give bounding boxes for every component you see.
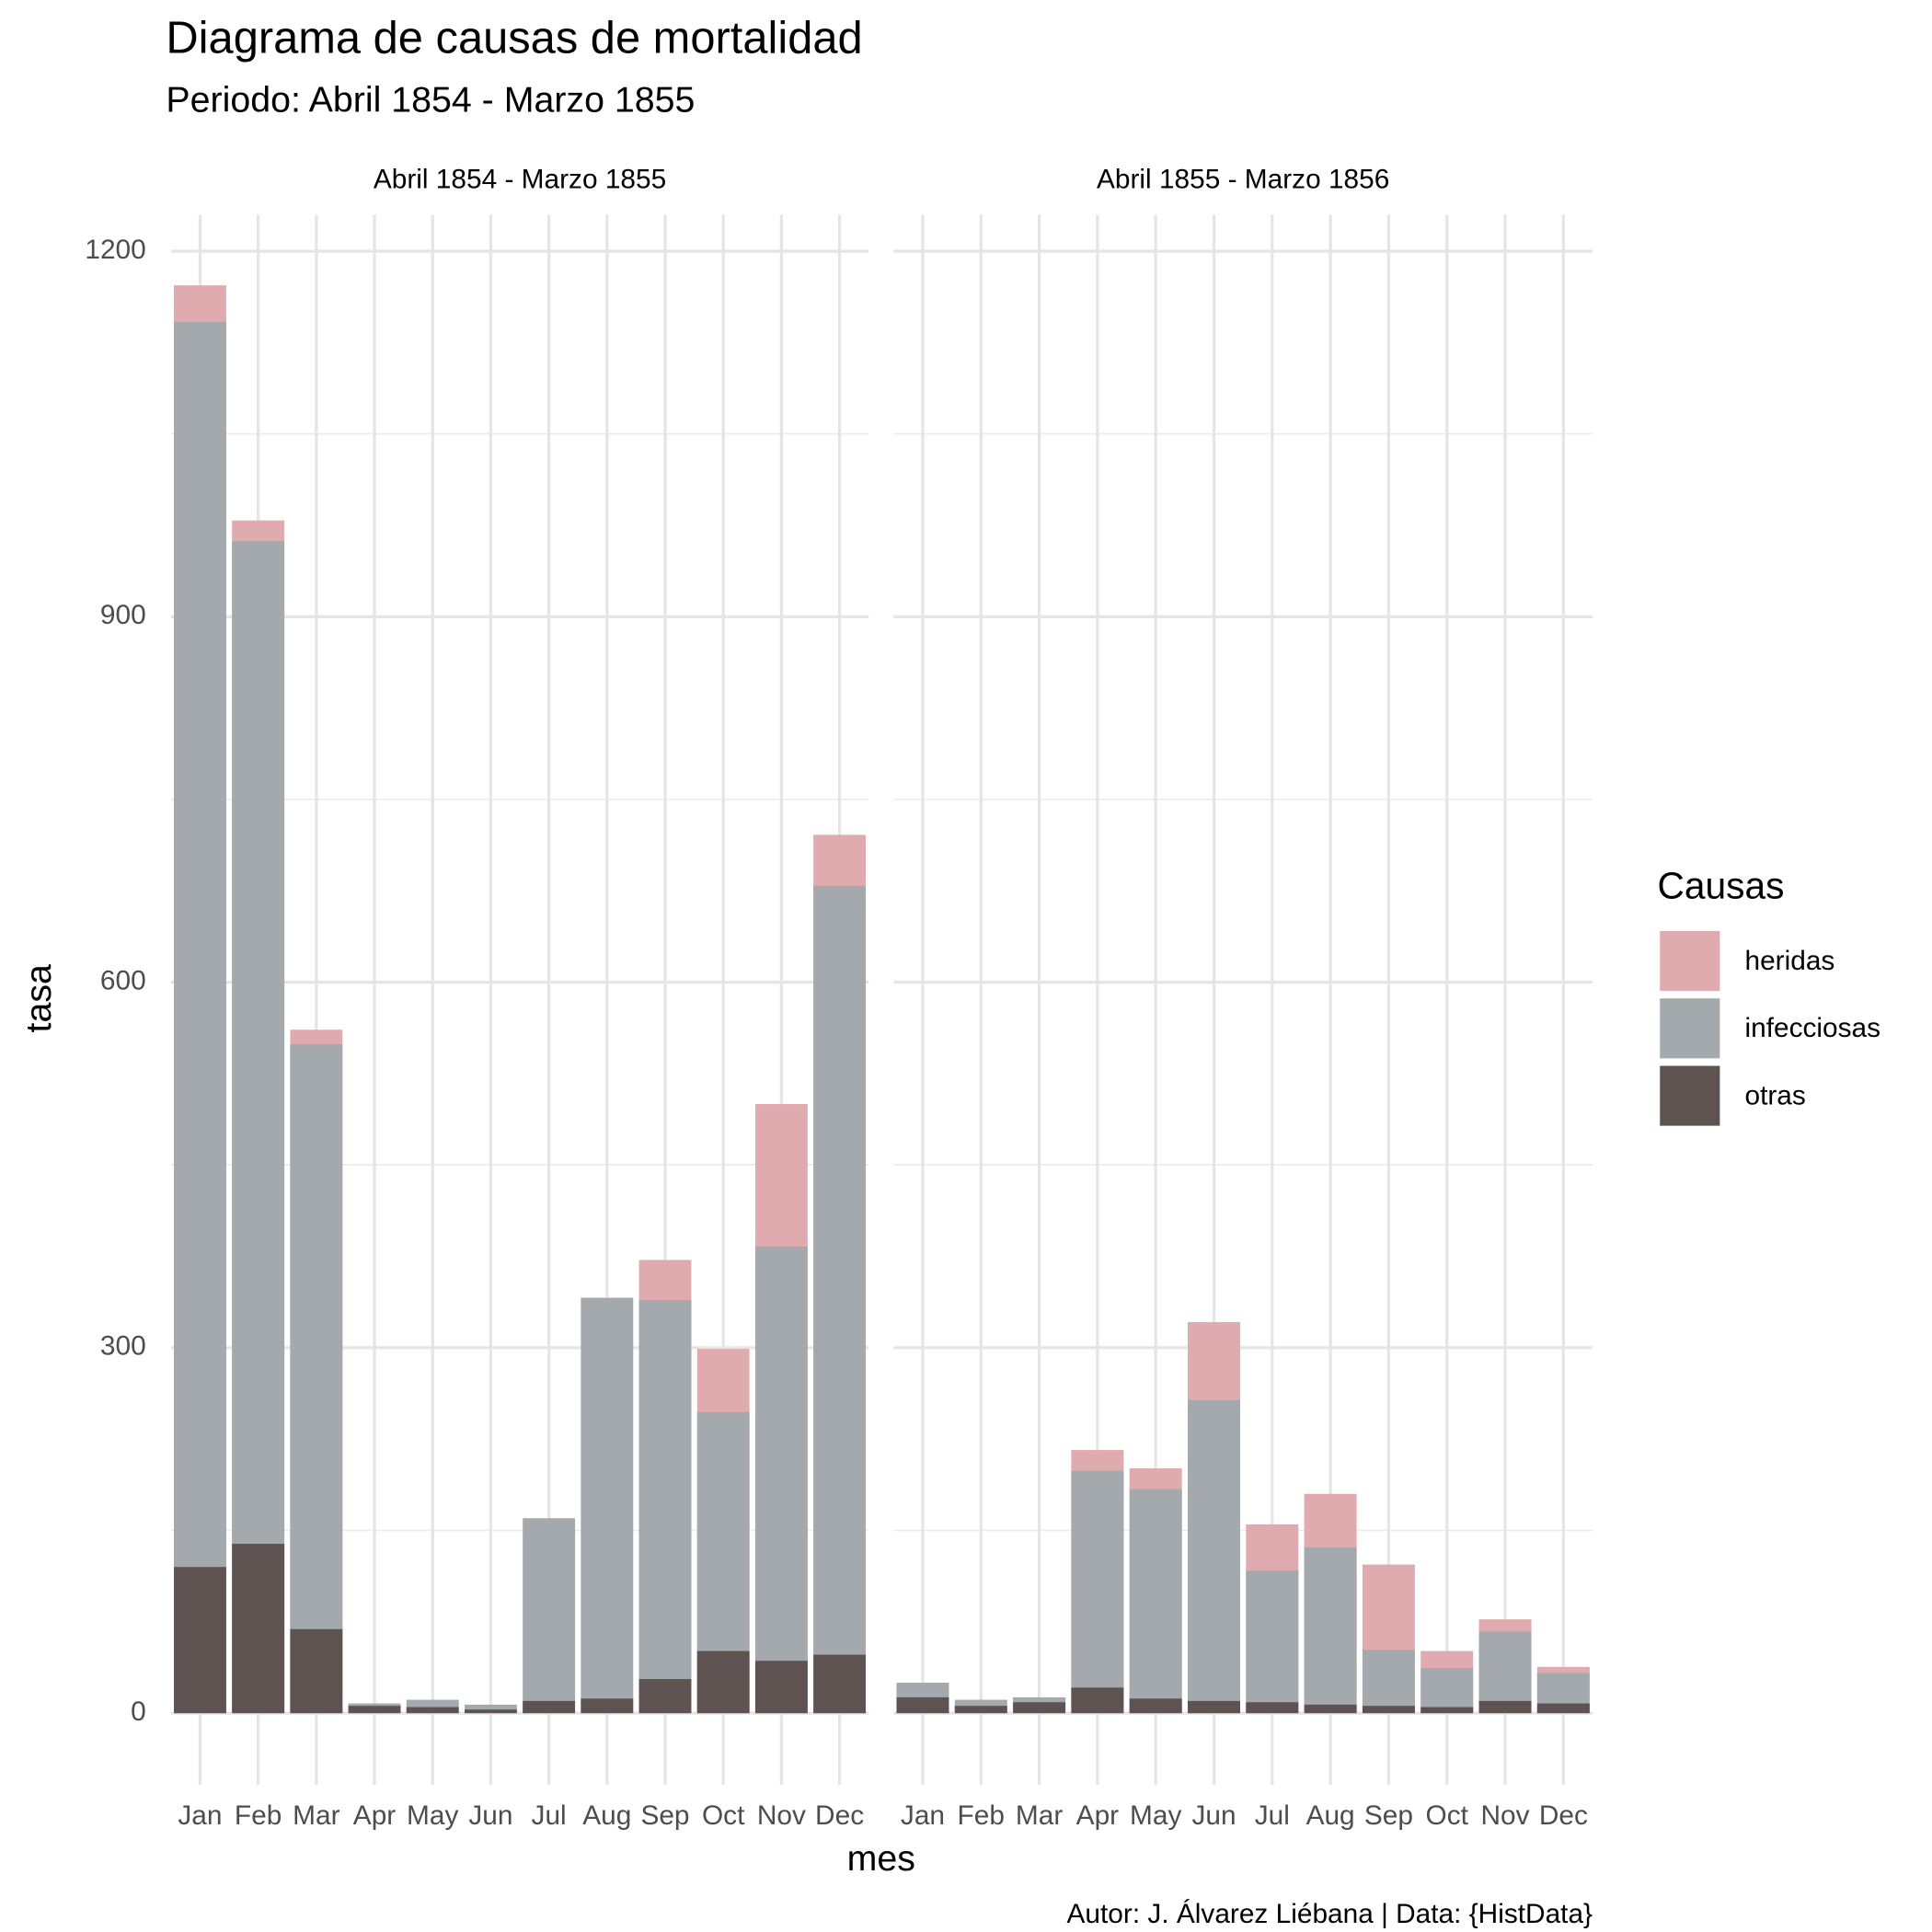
x-tick-label: Feb [235, 1800, 282, 1831]
bar [290, 1628, 343, 1714]
x-tick-label: Sep [1364, 1800, 1413, 1831]
y-tick-label: 300 [100, 1331, 146, 1362]
x-tick-label: Dec [1539, 1800, 1588, 1831]
bar [581, 1297, 634, 1714]
bar [696, 1650, 750, 1714]
bar [1304, 1547, 1357, 1714]
bar [1362, 1706, 1415, 1714]
bar [174, 321, 226, 1714]
x-tick-label: Feb [958, 1800, 1005, 1831]
x-tick-label: Jun [468, 1800, 512, 1831]
legend-title: Causas [1658, 865, 1785, 907]
x-tick-label: May [407, 1800, 458, 1831]
bar [232, 541, 285, 1714]
chart-title: Diagrama de causas de mortalidad [166, 14, 862, 63]
y-tick-label: 900 [100, 600, 146, 630]
bar [232, 1544, 285, 1714]
x-axis-title: mes [847, 1838, 915, 1879]
bar [464, 1709, 517, 1714]
bar [1478, 1700, 1532, 1714]
bar [1420, 1668, 1474, 1714]
x-tick-label: Dec [815, 1800, 864, 1831]
x-tick-label: Aug [582, 1800, 631, 1831]
x-tick-label: Jul [532, 1800, 567, 1831]
bar [1246, 1570, 1299, 1714]
bar [523, 1518, 576, 1714]
bar [1536, 1703, 1590, 1714]
x-tick-label: Mar [293, 1800, 339, 1831]
x-tick-label: Jul [1255, 1800, 1290, 1831]
bar [1188, 1399, 1240, 1714]
legend-label: infecciosas [1745, 1013, 1881, 1043]
bar [954, 1706, 1007, 1714]
x-tick-label: Nov [757, 1800, 806, 1831]
bar [581, 1698, 634, 1714]
legend-key [1660, 931, 1720, 992]
bar [1304, 1704, 1357, 1714]
strip-label: Abril 1854 - Marzo 1855 [374, 165, 666, 195]
chart-subtitle: Periodo: Abril 1854 - Marzo 1855 [166, 80, 695, 121]
x-tick-label: Oct [702, 1800, 745, 1831]
strip-label: Abril 1855 - Marzo 1856 [1097, 165, 1389, 195]
bar [1013, 1702, 1066, 1714]
bar [1129, 1698, 1182, 1714]
x-tick-label: Sep [640, 1800, 689, 1831]
bar [813, 1654, 867, 1714]
x-tick-label: Nov [1481, 1800, 1530, 1831]
bar [754, 1661, 808, 1714]
x-tick-label: Jan [178, 1800, 222, 1831]
legend-label: otras [1745, 1080, 1806, 1110]
x-tick-label: Apr [353, 1800, 396, 1831]
x-tick-label: May [1130, 1800, 1181, 1831]
bar [174, 1567, 226, 1714]
legend-key [1660, 1065, 1720, 1126]
bar [464, 1704, 517, 1714]
bar [1478, 1631, 1532, 1714]
y-tick-label: 0 [131, 1696, 146, 1727]
bar [290, 1044, 343, 1714]
bar [638, 1300, 692, 1714]
y-tick-label: 600 [100, 965, 146, 995]
y-tick-label: 1200 [85, 235, 145, 265]
x-tick-label: Oct [1426, 1800, 1469, 1831]
legend-key [1660, 998, 1720, 1059]
bar [406, 1707, 459, 1714]
x-tick-label: Apr [1076, 1800, 1119, 1831]
bar [1246, 1702, 1299, 1714]
bar [754, 1246, 808, 1714]
bar [1071, 1470, 1124, 1714]
caption: Autor: J. Álvarez Liébana | Data: {HistD… [1067, 1899, 1593, 1929]
bar [638, 1679, 692, 1714]
bar [1188, 1700, 1240, 1714]
bar [1129, 1489, 1182, 1714]
bar [1071, 1687, 1124, 1714]
bar [896, 1696, 949, 1714]
bar [813, 885, 867, 1714]
x-tick-label: Jun [1191, 1800, 1236, 1831]
y-axis-title: tasa [18, 964, 59, 1032]
bar [523, 1700, 576, 1714]
x-tick-label: Aug [1306, 1800, 1355, 1831]
bar [1420, 1707, 1474, 1714]
bar [1362, 1650, 1415, 1714]
bar [348, 1706, 401, 1714]
legend-label: heridas [1745, 946, 1835, 976]
x-tick-label: Jan [901, 1800, 945, 1831]
x-tick-label: Mar [1016, 1800, 1063, 1831]
